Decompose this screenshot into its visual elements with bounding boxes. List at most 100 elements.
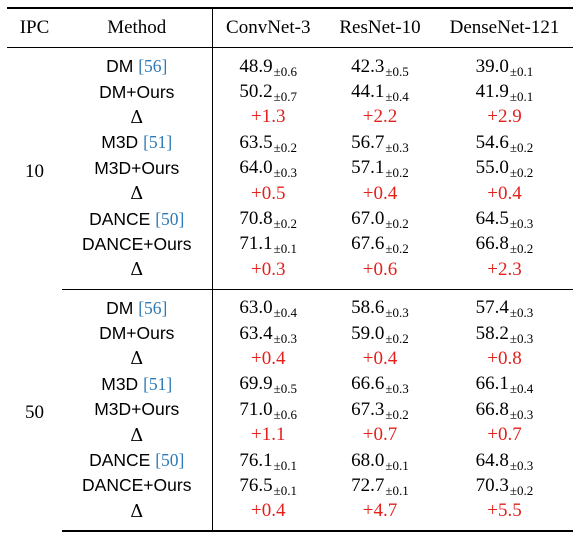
results-table: IPC Method ConvNet-3 ResNet-10 DenseNet-… <box>7 7 573 533</box>
mean-value: 71.0 <box>239 398 273 420</box>
std-value: ±0.4 <box>385 89 409 105</box>
std-value: ±0.3 <box>509 457 534 473</box>
accuracy-cell-resnet-10: 59.0±0.2 <box>324 321 436 346</box>
mean-value: 48.9 <box>239 55 273 77</box>
std-value: ±0.2 <box>385 165 409 181</box>
mean-value: 70.8 <box>239 208 273 230</box>
std-value: ±0.6 <box>273 406 298 422</box>
accuracy-cell-densenet-121: 57.4±0.3 <box>436 289 573 321</box>
method-name: DM+Ours <box>99 81 175 102</box>
mean-value: 64.5 <box>475 208 509 230</box>
table-row: 10 DM [56] 48.9±0.6 42.3±0.5 39.0±0.1 <box>7 47 573 182</box>
accuracy-cell-resnet-10: 67.0±0.2 <box>324 206 436 231</box>
accuracy-cell-resnet-10: 68.0±0.1 <box>324 448 436 473</box>
delta-value-densenet-121: +0.7 <box>487 424 522 446</box>
std-value: ±0.7 <box>273 89 298 105</box>
accuracy-cell-densenet-121: 54.6±0.2 <box>436 130 573 155</box>
method-name: M3D <box>101 373 139 394</box>
std-value: ±0.2 <box>385 216 409 232</box>
table-row: DANCE [50] 70.8±0.2 67.0±0.2 64.5±0.3 <box>7 206 573 232</box>
std-value: ±0.6 <box>273 63 298 79</box>
delta-value-convnet-3: +0.4 <box>211 346 324 372</box>
table-row: Δ +1.3 +2.2 +2.9 <box>7 104 573 131</box>
std-value: ±0.1 <box>273 482 298 498</box>
delta-value-densenet-121: +0.8 <box>487 347 522 369</box>
delta-value-convnet-3: +1.1 <box>211 422 324 448</box>
accuracy-cell-convnet-3: 63.0±0.4 <box>211 289 324 321</box>
std-value: ±0.2 <box>509 139 534 155</box>
method-cell: DANCE [50] <box>62 206 212 231</box>
header-convnet-3: ConvNet-3 <box>211 7 324 48</box>
citation-link[interactable]: [51] <box>143 373 173 394</box>
ipc-cell: 10 <box>25 160 44 182</box>
std-value: ±0.2 <box>509 165 534 181</box>
accuracy-cell-resnet-10: 57.1±0.2 <box>324 156 436 181</box>
std-value: ±0.2 <box>385 406 409 422</box>
table-row: DANCE+Ours 76.5±0.1 72.7±0.1 70.3±0.2 <box>7 473 573 499</box>
citation-link[interactable]: [50] <box>155 450 185 471</box>
std-value: ±0.3 <box>385 305 409 321</box>
std-value: ±0.3 <box>385 139 409 155</box>
header-row: IPC Method ConvNet-3 ResNet-10 DenseNet-… <box>7 7 573 48</box>
accuracy-cell-densenet-121: 55.0±0.2 <box>436 156 573 181</box>
accuracy-cell-resnet-10: 42.3±0.5 <box>324 48 436 80</box>
method-name: DANCE+Ours <box>82 475 192 496</box>
table-row: Δ +1.1 +0.7 +0.7 <box>7 422 573 448</box>
method-cell: M3D [51] <box>62 130 212 155</box>
ipc-cell: 50 <box>25 402 44 424</box>
table-row: DANCE+Ours 71.1±0.1 67.6±0.2 66.8±0.2 <box>7 231 573 258</box>
citation-link[interactable]: [56] <box>138 297 168 318</box>
std-value: ±0.2 <box>273 139 298 155</box>
table-row: Δ +0.4 +0.4 +0.8 <box>7 346 573 372</box>
std-value: ±0.2 <box>385 241 409 257</box>
method-name: Δ <box>130 259 144 281</box>
table-row: DM+Ours 63.4±0.3 59.0±0.2 58.2±0.3 <box>7 320 573 347</box>
method-name: Δ <box>130 106 144 128</box>
std-value: ±0.1 <box>385 482 409 498</box>
accuracy-cell-densenet-121: 58.2±0.3 <box>436 321 573 346</box>
mean-value: 59.0 <box>351 322 385 344</box>
mean-value: 66.1 <box>475 373 509 395</box>
mean-value: 58.6 <box>351 297 385 319</box>
mean-value: 68.0 <box>351 449 385 471</box>
accuracy-cell-resnet-10: 66.6±0.3 <box>324 372 436 397</box>
table-body: 10 DM [56] 48.9±0.6 42.3±0.5 39.0±0.1 DM+Ours… <box>7 47 573 533</box>
accuracy-cell-densenet-121: 66.8±0.2 <box>436 232 573 257</box>
method-cell: M3D [51] <box>62 372 212 397</box>
mean-value: 58.2 <box>475 322 509 344</box>
mean-value: 50.2 <box>239 81 273 103</box>
mean-value: 69.9 <box>239 373 273 395</box>
mean-value: 70.3 <box>475 474 509 496</box>
accuracy-cell-densenet-121: 41.9±0.1 <box>436 79 573 104</box>
mean-value: 55.0 <box>475 157 509 179</box>
citation-link[interactable]: [50] <box>155 208 185 229</box>
delta-value-resnet-10: +0.6 <box>324 257 436 290</box>
accuracy-cell-convnet-3: 64.0±0.3 <box>211 155 324 181</box>
accuracy-cell-convnet-3: 71.0±0.6 <box>211 397 324 423</box>
accuracy-cell-resnet-10: 56.7±0.3 <box>324 130 436 155</box>
mean-value: 66.6 <box>351 373 385 395</box>
mean-value: 57.4 <box>475 297 509 319</box>
delta-value-resnet-10: +0.7 <box>362 424 398 446</box>
delta-label: Δ <box>62 422 212 447</box>
delta-value-convnet-3: +0.5 <box>211 180 324 207</box>
citation-link[interactable]: [56] <box>138 56 168 77</box>
mean-value: 67.3 <box>351 398 385 420</box>
table-row: Δ +0.4 +4.7 +5.5 <box>7 498 573 533</box>
method-name: Δ <box>130 348 144 370</box>
table-row: Δ +0.3 +0.6 +2.3 <box>7 257 573 290</box>
header-method: Method <box>62 7 212 48</box>
mean-value: 63.0 <box>239 297 273 319</box>
table-row: M3D [51] 69.9±0.5 66.6±0.3 66.1±0.4 <box>7 371 573 398</box>
method-name: DM <box>106 56 134 77</box>
delta-value-densenet-121: +5.5 <box>436 498 573 533</box>
accuracy-cell-convnet-3: 69.9±0.5 <box>211 371 324 398</box>
mean-value: 66.8 <box>475 233 509 255</box>
std-value: ±0.3 <box>385 381 409 397</box>
citation-link[interactable]: [51] <box>143 132 173 153</box>
method-cell: DM [56] <box>62 48 212 80</box>
table-row: M3D+Ours 64.0±0.3 57.1±0.2 55.0±0.2 <box>7 155 573 181</box>
mean-value: 39.0 <box>475 55 509 77</box>
accuracy-cell-densenet-121: 66.1±0.4 <box>436 372 573 397</box>
accuracy-cell-densenet-121: 66.8±0.3 <box>436 397 573 422</box>
